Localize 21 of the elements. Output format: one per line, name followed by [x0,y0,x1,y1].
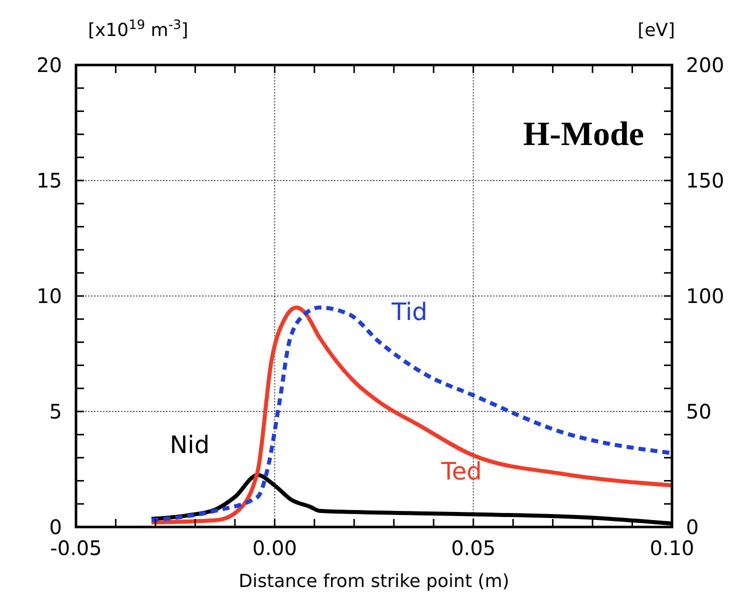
y2-tick-label: 200 [686,53,724,77]
x-tick-label: 0.05 [451,536,496,560]
x-axis-title: Distance from strike point (m) [238,571,510,592]
y2-tick-label: 150 [686,168,724,192]
y-tick-label: 20 [36,53,62,77]
y2-tick-label: 50 [686,400,712,424]
series-label: Tid [390,298,428,326]
y-tick-label: 10 [36,284,62,308]
y-axis-title: [x10$^{19}$ m$^{-3}$] [88,18,188,41]
y-tick-label: 15 [36,168,62,192]
series-label: Nid [170,431,210,460]
y2-axis-title: [eV] [638,20,675,41]
annotation: H-Mode [523,116,644,153]
y2-tick-label: 0 [686,515,699,539]
x-tick-label: 0.10 [650,536,694,560]
y-tick-label: 0 [49,515,62,539]
x-tick-label: 0.00 [252,536,297,560]
y-tick-label: 5 [49,400,62,424]
y2-tick-label: 100 [686,284,724,308]
series-label: Ted [440,457,482,486]
x-tick-label: -0.05 [50,536,102,560]
